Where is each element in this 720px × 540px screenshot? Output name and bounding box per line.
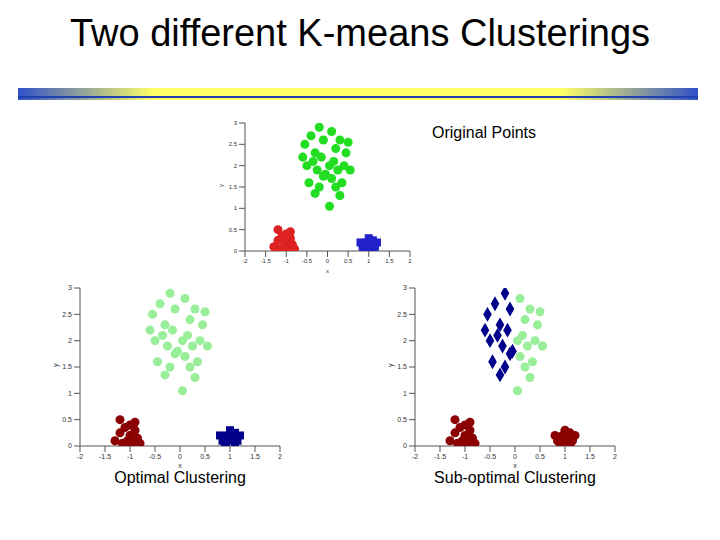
- svg-text:-1.5: -1.5: [434, 453, 446, 460]
- svg-text:1: 1: [403, 390, 407, 397]
- svg-text:1.5: 1.5: [385, 258, 394, 264]
- svg-text:1: 1: [234, 205, 238, 211]
- svg-text:-1: -1: [127, 453, 133, 460]
- svg-text:0: 0: [178, 453, 182, 460]
- svg-text:1.5: 1.5: [250, 453, 260, 460]
- svg-text:y: y: [387, 363, 395, 367]
- svg-text:x: x: [326, 268, 329, 274]
- svg-text:0.5: 0.5: [535, 453, 545, 460]
- svg-text:-1: -1: [284, 258, 290, 264]
- svg-text:1: 1: [68, 390, 72, 397]
- svg-text:-1: -1: [462, 453, 468, 460]
- svg-text:1.5: 1.5: [229, 184, 238, 190]
- svg-text:-0.5: -0.5: [149, 453, 161, 460]
- svg-text:-2: -2: [77, 453, 83, 460]
- html-text:Sub-optimal Clustering: Sub-optimal Clustering: [434, 469, 596, 486]
- svg-text:2.5: 2.5: [62, 311, 72, 318]
- svg-text:2: 2: [68, 337, 72, 344]
- svg-text:x: x: [513, 462, 517, 469]
- svg-text:-1.5: -1.5: [99, 453, 111, 460]
- html-text:Original Points: Original Points: [432, 124, 536, 141]
- svg-text:1.5: 1.5: [397, 363, 407, 370]
- svg-text:3: 3: [234, 120, 238, 126]
- svg-text:0.5: 0.5: [229, 227, 238, 233]
- svg-text:2: 2: [234, 163, 238, 169]
- svg-text:x: x: [178, 462, 182, 469]
- svg-text:1.5: 1.5: [62, 363, 72, 370]
- svg-text:-1.5: -1.5: [260, 258, 271, 264]
- svg-text:3: 3: [403, 284, 407, 291]
- svg-text:2: 2: [613, 453, 617, 460]
- svg-text:0: 0: [326, 258, 330, 264]
- svg-text:2: 2: [278, 453, 282, 460]
- svg-text:3: 3: [68, 284, 72, 291]
- svg-text:-2: -2: [242, 258, 248, 264]
- svg-text:2: 2: [408, 258, 412, 264]
- svg-text:0: 0: [234, 248, 238, 254]
- html-text:Two different K-means Clusteri: Two different K-means Clusterings: [69, 12, 651, 54]
- svg-text:0: 0: [68, 442, 72, 449]
- svg-text:2.5: 2.5: [397, 311, 407, 318]
- svg-text:0: 0: [403, 442, 407, 449]
- svg-text:y: y: [52, 363, 60, 367]
- svg-text:0.5: 0.5: [397, 416, 407, 423]
- svg-text:0.5: 0.5: [200, 453, 210, 460]
- svg-text:0.5: 0.5: [344, 258, 353, 264]
- svg-text:1: 1: [228, 453, 232, 460]
- svg-text:1: 1: [563, 453, 567, 460]
- svg-text:0.5: 0.5: [62, 416, 72, 423]
- svg-text:-0.5: -0.5: [302, 258, 313, 264]
- svg-text:y: y: [218, 184, 224, 187]
- svg-text:1.5: 1.5: [585, 453, 595, 460]
- svg-text:-2: -2: [412, 453, 418, 460]
- svg-text:2: 2: [403, 337, 407, 344]
- svg-text:1: 1: [367, 258, 371, 264]
- svg-text:0: 0: [513, 453, 517, 460]
- svg-text:2.5: 2.5: [229, 141, 238, 147]
- svg-text:-0.5: -0.5: [484, 453, 496, 460]
- html-text:Optimal Clustering: Optimal Clustering: [114, 469, 246, 486]
